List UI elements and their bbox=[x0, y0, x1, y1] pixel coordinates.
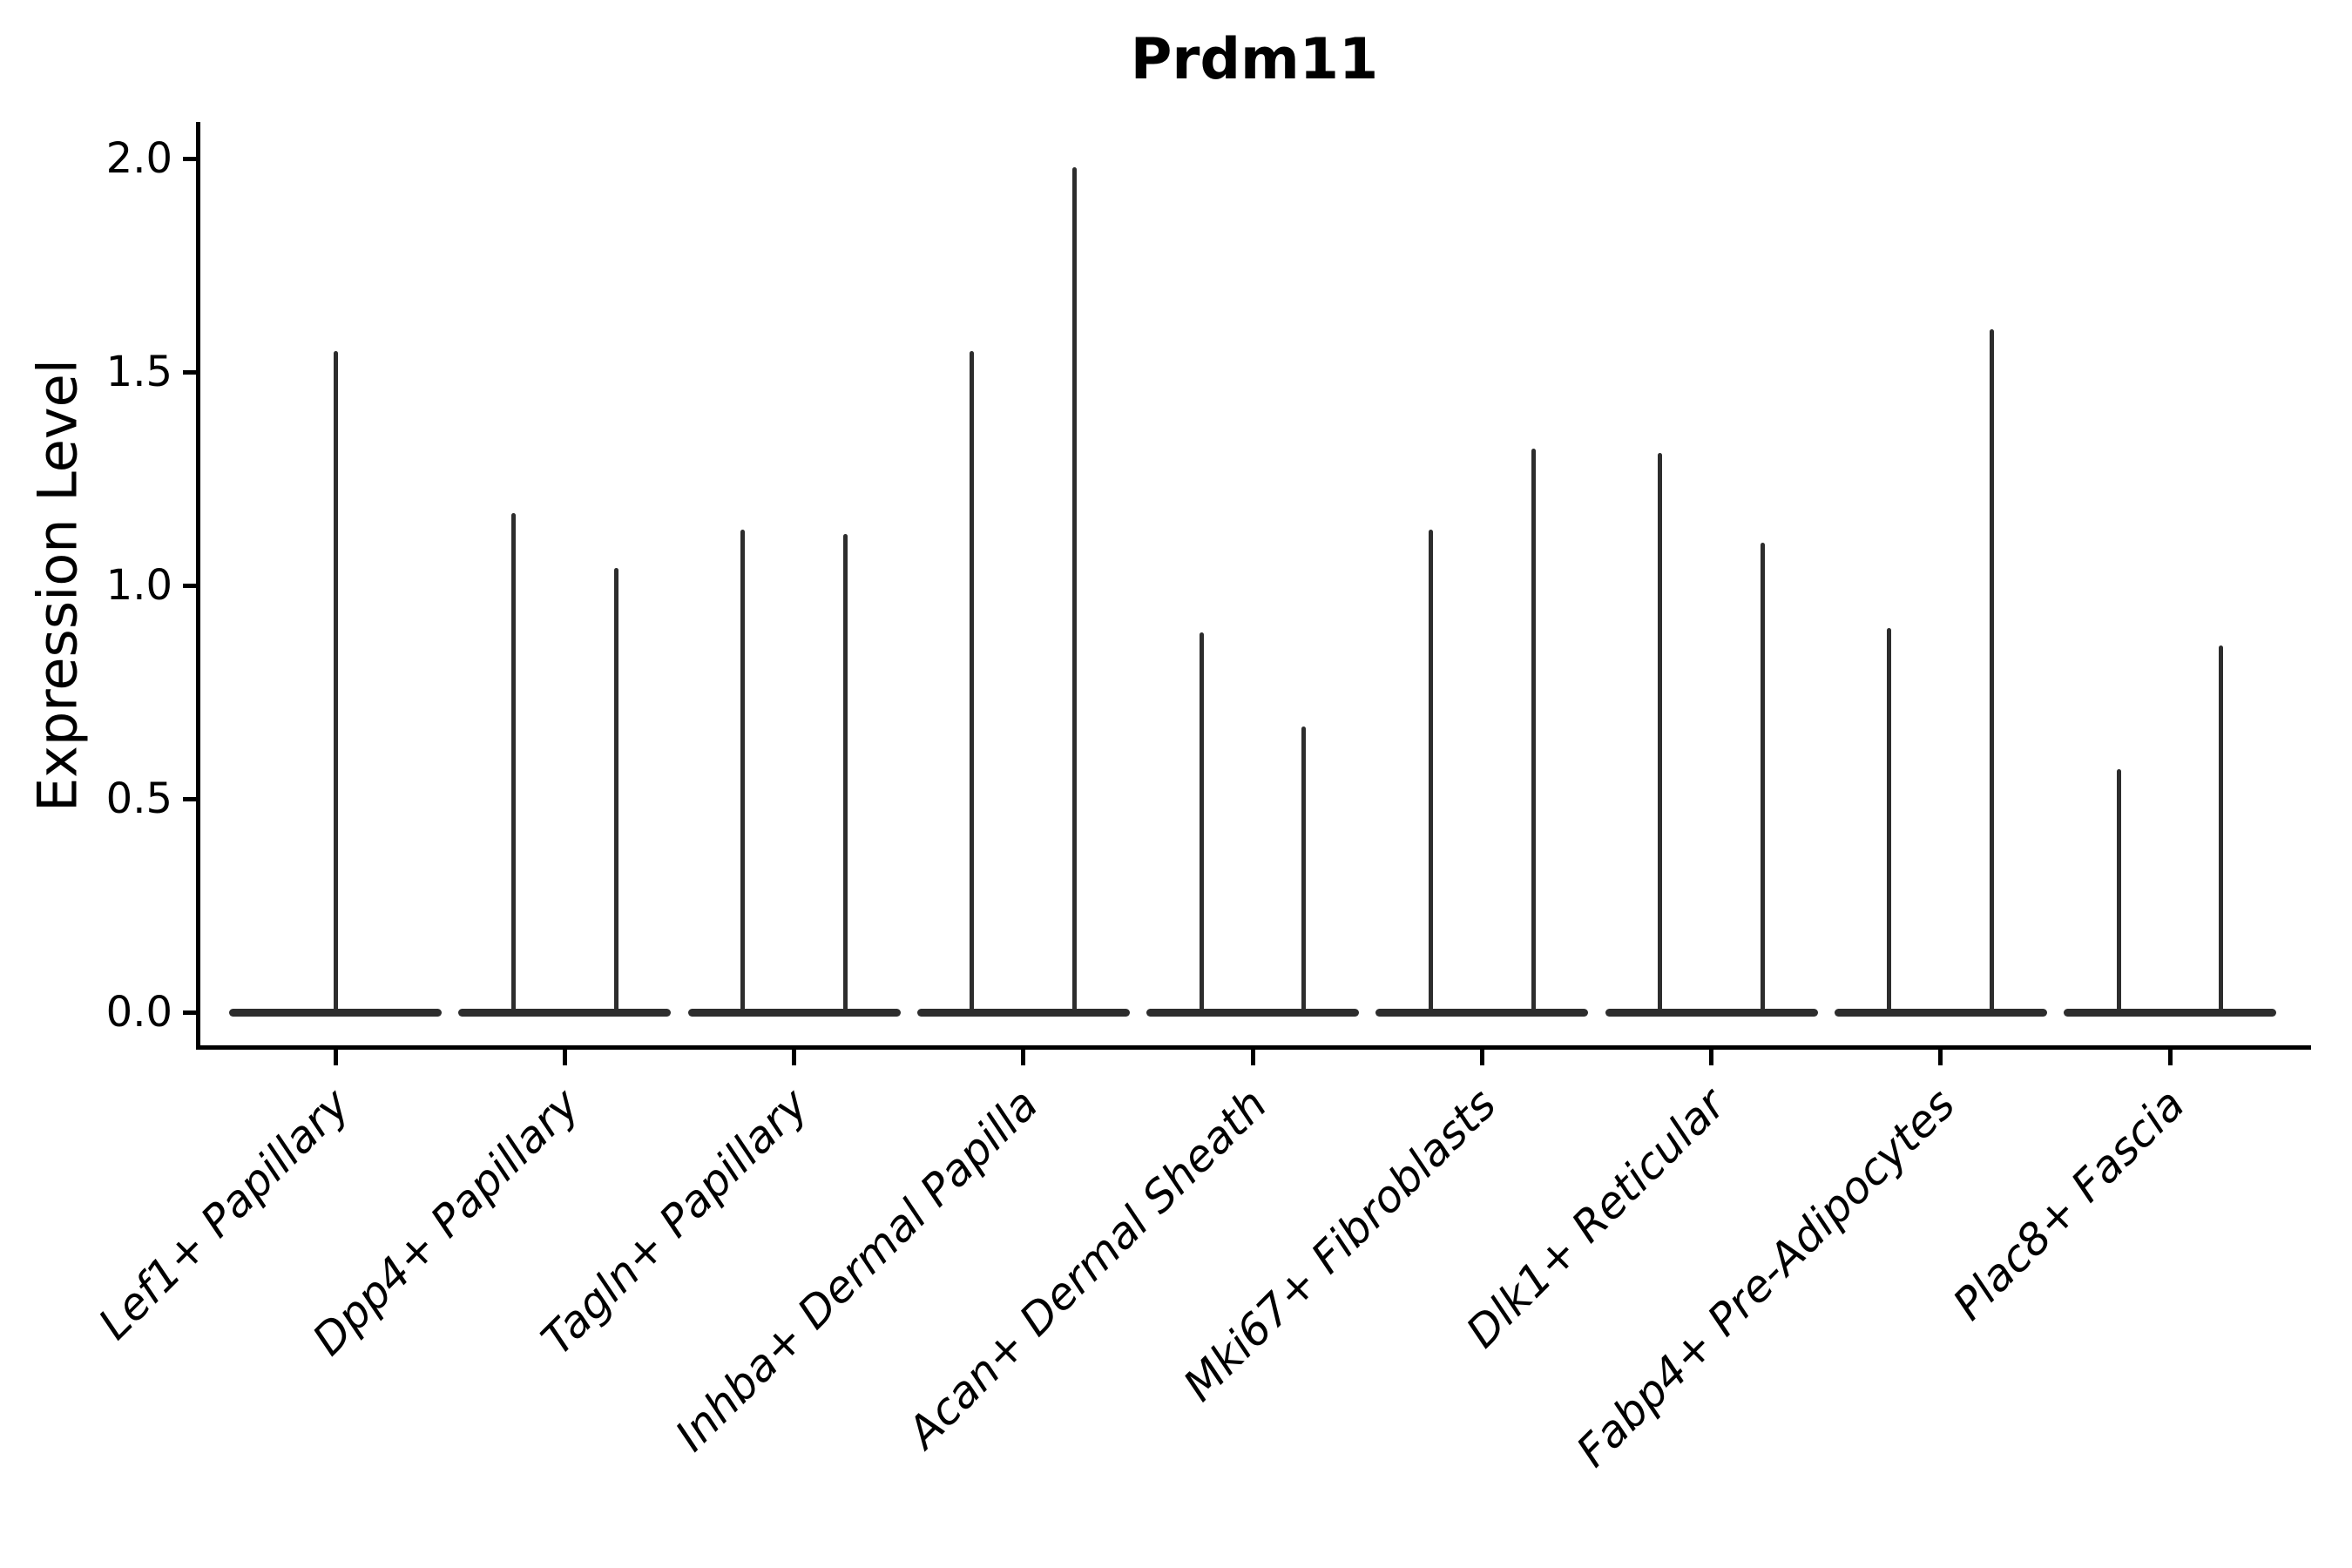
y-tick-mark bbox=[183, 583, 196, 588]
violin-spike bbox=[1887, 628, 1892, 1012]
violin-spike bbox=[510, 512, 516, 1012]
y-tick-label: 1.0 bbox=[105, 561, 172, 610]
violin-base bbox=[916, 1008, 1130, 1017]
violin-spike bbox=[842, 534, 848, 1012]
y-tick-mark bbox=[183, 1010, 196, 1015]
violin-spike bbox=[1199, 632, 1204, 1012]
x-tick-mark bbox=[1709, 1050, 1713, 1065]
violin-base bbox=[229, 1008, 442, 1017]
violin-spike bbox=[2219, 645, 2224, 1012]
violin-spike bbox=[740, 530, 746, 1012]
violin-spike bbox=[1531, 449, 1536, 1012]
violin-spike bbox=[1760, 543, 1765, 1012]
violin-spike bbox=[613, 568, 618, 1012]
violin-spike bbox=[333, 350, 338, 1012]
violin-base bbox=[1605, 1008, 1818, 1017]
x-tick-mark bbox=[1250, 1050, 1255, 1065]
y-tick-label: 2.0 bbox=[105, 134, 172, 183]
x-axis-spine bbox=[196, 1045, 2311, 1050]
chart-title: Prdm11 bbox=[1130, 27, 1379, 92]
y-tick-mark bbox=[183, 156, 196, 161]
violin-spike bbox=[1428, 530, 1433, 1012]
violin-base bbox=[1146, 1008, 1359, 1017]
violin-base bbox=[2064, 1008, 2276, 1017]
x-category-label: Lef1+ Papillary bbox=[89, 1078, 360, 1349]
y-tick-mark bbox=[183, 369, 196, 375]
violin-spike bbox=[1301, 726, 1307, 1012]
violin-spike bbox=[1990, 329, 1995, 1012]
x-tick-mark bbox=[562, 1050, 567, 1065]
x-tick-mark bbox=[2167, 1050, 2173, 1065]
violin-spike bbox=[970, 350, 975, 1012]
violin-spike bbox=[1658, 453, 1663, 1012]
violin-base bbox=[458, 1008, 672, 1017]
y-axis-spine bbox=[196, 122, 200, 1050]
x-tick-mark bbox=[792, 1050, 796, 1065]
y-tick-mark bbox=[183, 796, 196, 801]
x-category-label: Fabp4+ Pre-Adipocytes bbox=[1566, 1078, 1965, 1477]
x-tick-mark bbox=[1479, 1050, 1484, 1065]
violin-spike bbox=[1072, 166, 1078, 1012]
x-category-label: Plac8+ Fascia bbox=[1943, 1078, 2194, 1330]
x-tick-mark bbox=[1938, 1050, 1943, 1065]
violin-base bbox=[687, 1008, 901, 1017]
x-tick-mark bbox=[1021, 1050, 1026, 1065]
y-tick-label: 0.5 bbox=[105, 774, 172, 823]
x-tick-mark bbox=[333, 1050, 338, 1065]
y-tick-label: 0.0 bbox=[105, 988, 172, 1037]
violin-base bbox=[1375, 1008, 1589, 1017]
violin-spike bbox=[2116, 768, 2121, 1012]
y-tick-label: 1.5 bbox=[105, 348, 172, 396]
violin-base bbox=[1834, 1008, 2047, 1017]
